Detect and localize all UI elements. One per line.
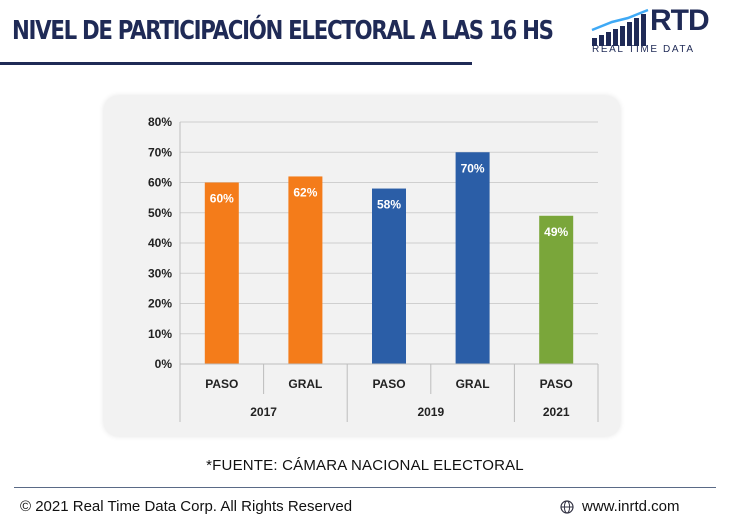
bar-chart-logo-icon xyxy=(591,8,649,46)
logo-subtitle: REAL TIME DATA xyxy=(592,44,695,55)
group-label: 2021 xyxy=(543,405,570,419)
data-label: 70% xyxy=(461,161,485,175)
source-note: *FUENTE: CÁMARA NACIONAL ELECTORAL xyxy=(206,457,524,474)
data-label: 58% xyxy=(377,198,401,212)
y-tick-label: 40% xyxy=(148,236,172,250)
x-tick-label: PASO xyxy=(372,377,405,391)
globe-icon xyxy=(560,499,574,514)
bar xyxy=(204,182,239,364)
y-tick-label: 20% xyxy=(148,297,172,311)
y-tick-label: 0% xyxy=(155,357,173,371)
x-tick-label: GRAL xyxy=(456,377,490,391)
x-tick-label: PASO xyxy=(205,377,238,391)
y-tick-label: 10% xyxy=(148,327,172,341)
website-text: www.inrtd.com xyxy=(582,498,680,515)
bar xyxy=(455,152,490,364)
y-tick-label: 80% xyxy=(148,115,172,129)
website-link[interactable]: www.inrtd.com xyxy=(560,498,680,515)
y-tick-label: 60% xyxy=(148,176,172,190)
x-tick-label: GRAL xyxy=(288,377,322,391)
x-tick-label: PASO xyxy=(540,377,573,391)
footer-divider xyxy=(14,487,716,488)
y-tick-label: 50% xyxy=(148,206,172,220)
y-tick-label: 30% xyxy=(148,266,172,280)
group-label: 2017 xyxy=(250,405,277,419)
data-label: 62% xyxy=(293,185,317,199)
title-underline xyxy=(0,62,472,65)
bar xyxy=(372,188,406,364)
bar xyxy=(288,176,323,364)
data-label: 60% xyxy=(210,192,234,206)
logo-text: RTD xyxy=(650,4,710,37)
copyright-text: © 2021 Real Time Data Corp. All Rights R… xyxy=(20,498,353,515)
page-title: NIVEL DE PARTICIPACIÓN ELECTORAL A LAS 1… xyxy=(12,16,554,46)
bar xyxy=(539,215,574,364)
y-tick-label: 70% xyxy=(148,145,172,159)
data-label: 49% xyxy=(544,225,568,239)
group-label: 2019 xyxy=(417,405,444,419)
